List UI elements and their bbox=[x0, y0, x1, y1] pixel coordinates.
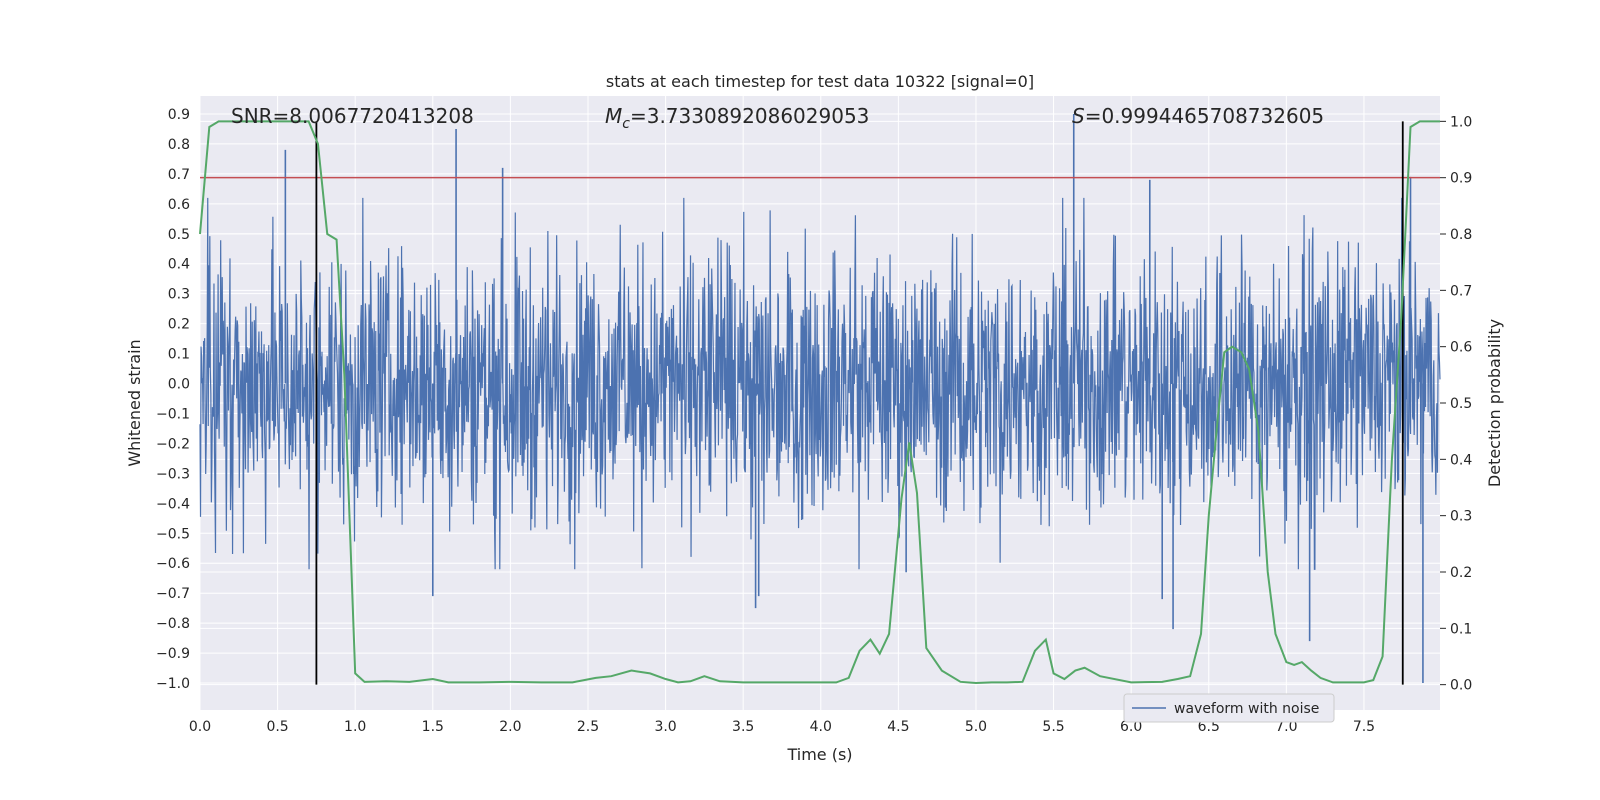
x-tick-label: 2.0 bbox=[499, 719, 521, 735]
x-tick-label: 6.0 bbox=[1120, 719, 1142, 735]
y-tick-label: −0.7 bbox=[156, 586, 190, 602]
score-symbol: S bbox=[1072, 104, 1085, 128]
y-right-tick-label: 0.8 bbox=[1450, 227, 1472, 243]
y-tick-label: −0.3 bbox=[156, 466, 190, 482]
y-tick-label: 0.5 bbox=[168, 227, 190, 243]
snr-annotation: SNR=8.0067720413208 bbox=[231, 104, 474, 128]
y-tick-label: 0.3 bbox=[168, 287, 190, 303]
x-tick-label: 1.0 bbox=[344, 719, 366, 735]
y-tick-label: −0.8 bbox=[156, 616, 190, 632]
y-right-tick-label: 0.0 bbox=[1450, 678, 1472, 694]
x-tick-label: 0.5 bbox=[266, 719, 288, 735]
y-tick-label: 0.9 bbox=[168, 107, 190, 123]
score-value: =0.9994465708732605 bbox=[1085, 104, 1324, 128]
detection-probability-line bbox=[199, 120, 1440, 684]
y-tick-label: −0.2 bbox=[156, 436, 190, 452]
waveform-series bbox=[199, 113, 1441, 684]
y-tick-label: −0.6 bbox=[156, 556, 190, 572]
y-tick-label: 0.7 bbox=[168, 167, 190, 183]
y-tick-label: −0.1 bbox=[156, 406, 190, 422]
x-tick-label: 2.5 bbox=[577, 719, 599, 735]
x-tick-label: 7.0 bbox=[1275, 719, 1297, 735]
y-right-tick-label: 0.2 bbox=[1450, 565, 1472, 581]
y-right-tick-label: 0.6 bbox=[1450, 340, 1472, 356]
probability-series bbox=[199, 120, 1440, 684]
y-axis-left-ticks: 0.9 0.8 0.7 0.6 0.5 0.4 0.3 0.2 0.1 0.0 −0.1 −0.2 −0… bbox=[156, 107, 190, 692]
chirp-mass-value: =3.7330892086029053 bbox=[630, 104, 869, 128]
y-axis-label: Whitened strain bbox=[125, 339, 144, 466]
legend: waveform with noise bbox=[1123, 693, 1335, 723]
x-tick-label: 7.5 bbox=[1353, 719, 1375, 735]
y-right-tick-label: 0.1 bbox=[1450, 621, 1472, 637]
y-tick-label: −1.0 bbox=[156, 676, 190, 692]
y-tick-label: 0.2 bbox=[168, 317, 190, 333]
y-right-tick-label: 0.7 bbox=[1450, 283, 1472, 299]
y-tick-label: −0.9 bbox=[156, 646, 190, 662]
x-tick-label: 3.0 bbox=[654, 719, 676, 735]
x-axis-ticks: 0.0 0.5 1.0 1.5 2.0 2.5 3.0 3.5 4.0 4.5 5.0 5.5 6.0 6… bbox=[189, 719, 1375, 735]
chirp-mass-annotation: Mc=3.7330892086029053 bbox=[605, 104, 869, 132]
x-tick-label: 6.5 bbox=[1198, 719, 1220, 735]
y-right-tick-label: 0.3 bbox=[1450, 509, 1472, 525]
x-tick-label: 5.0 bbox=[965, 719, 987, 735]
reference-lines bbox=[200, 121, 1440, 685]
y-tick-label: 0.0 bbox=[168, 377, 190, 393]
y-right-tick-label: 1.0 bbox=[1450, 114, 1472, 130]
x-axis-label: Time (s) bbox=[786, 745, 852, 764]
y-right-tick-label: 0.5 bbox=[1450, 396, 1472, 412]
score-annotation: S=0.9994465708732605 bbox=[1072, 104, 1324, 128]
x-tick-label: 4.5 bbox=[887, 719, 909, 735]
waveform-line bbox=[199, 197, 1441, 570]
legend-box bbox=[1123, 693, 1335, 723]
x-tick-label: 0.0 bbox=[189, 719, 211, 735]
y-tick-label: 0.1 bbox=[168, 347, 190, 363]
y-tick-label: 0.8 bbox=[168, 137, 190, 153]
x-tick-label: 1.5 bbox=[422, 719, 444, 735]
x-tick-label: 4.0 bbox=[810, 719, 832, 735]
y-tick-label: 0.4 bbox=[168, 257, 190, 273]
y-tick-label: 0.6 bbox=[168, 197, 190, 213]
chirp-mass-symbol: M bbox=[605, 104, 622, 128]
y-right-tick-label: 0.9 bbox=[1450, 171, 1472, 187]
x-tick-label: 5.5 bbox=[1042, 719, 1064, 735]
y-axis-right-ticks: 1.0 0.9 0.8 0.7 0.6 0.5 0.4 0.3 0.2 0.1 0.0 bbox=[1440, 114, 1472, 694]
chart-title: stats at each timestep for test data 103… bbox=[606, 72, 1034, 91]
chirp-mass-subscript: c bbox=[622, 116, 630, 132]
y-axis-right-label: Detection probability bbox=[1485, 319, 1504, 487]
y-tick-label: −0.4 bbox=[156, 496, 190, 512]
y-right-tick-label: 0.4 bbox=[1450, 452, 1472, 468]
x-tick-label: 3.5 bbox=[732, 719, 754, 735]
y-tick-label: −0.5 bbox=[156, 526, 190, 542]
legend-label: waveform with noise bbox=[1174, 701, 1319, 717]
